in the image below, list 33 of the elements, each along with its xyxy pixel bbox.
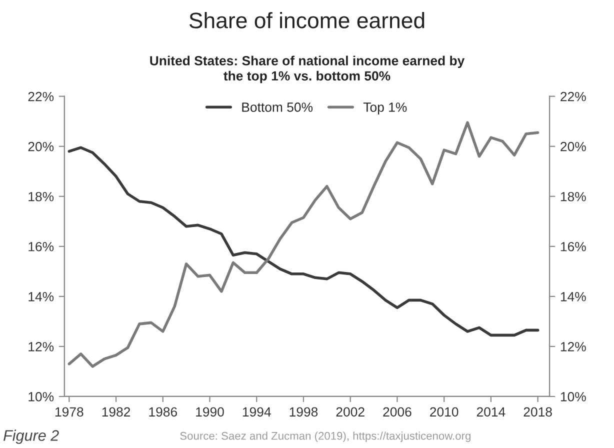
y-tick-label: 20% <box>28 142 54 152</box>
source-note: Source: Saez and Zucman (2019), https://taxjusticenow.org <box>180 432 470 442</box>
line-series <box>68 146 540 337</box>
x-tick-label: 1986 <box>149 407 177 417</box>
line-series <box>68 121 540 368</box>
x-tick-label: 1998 <box>290 407 318 417</box>
y-tick-label: 10% <box>28 392 54 402</box>
x-tick-label: 2006 <box>383 407 412 417</box>
y2-tick-label: 12% <box>560 342 586 352</box>
y-tick-label: 16% <box>28 242 54 252</box>
y-tick-label: 14% <box>28 292 54 302</box>
x-tick-label: 2018 <box>524 407 552 417</box>
y2-tick-label: 18% <box>560 192 586 202</box>
caption: Figure 2 <box>4 430 59 444</box>
x-tick-label: 2014 <box>476 407 506 417</box>
x-tick-label: 1982 <box>102 407 130 417</box>
y2-tick-label: 14% <box>560 292 586 302</box>
x-tick-label: 1978 <box>55 407 84 417</box>
chart-title: Share of income earned <box>189 12 424 28</box>
y-tick-label: 12% <box>28 342 54 352</box>
x-tick-label: 2002 <box>336 407 364 417</box>
y-tick-label: 22% <box>28 92 54 102</box>
y2-tick-label: 16% <box>560 242 586 252</box>
legend-label: Top 1% <box>363 102 407 114</box>
y2-tick-label: 10% <box>560 392 586 402</box>
y2-tick-label: 22% <box>560 92 586 102</box>
x-tick-label: 1994 <box>242 407 271 417</box>
y-tick-label: 18% <box>28 192 54 202</box>
x-tick-label: 2010 <box>430 407 458 417</box>
y2-tick-label: 20% <box>560 142 586 152</box>
x-tick-label: 1990 <box>196 407 224 417</box>
chart-subtitle: United States: Share of national income earned by the top 1% vs. bottom 50% <box>150 56 465 84</box>
legend-label: Bottom 50% <box>242 102 313 112</box>
